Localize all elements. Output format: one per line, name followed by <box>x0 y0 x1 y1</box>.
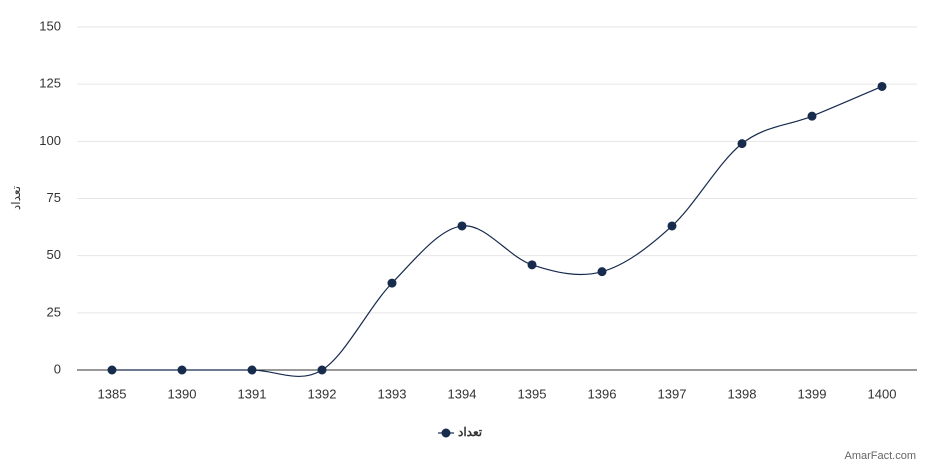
point <box>667 221 677 231</box>
legend-label: تعداد <box>458 425 483 439</box>
y-tick-label: 50 <box>47 247 61 262</box>
y-tick-label: 125 <box>39 76 61 91</box>
line <box>111 85 883 378</box>
y-axis-title: تعداد <box>9 186 23 210</box>
x-tick-label: 1398 <box>728 386 757 401</box>
point <box>737 139 747 149</box>
point <box>807 111 817 121</box>
point <box>107 365 117 375</box>
point <box>177 365 187 375</box>
point <box>317 365 327 375</box>
y-tick-label: 150 <box>39 18 61 33</box>
x-tick-label: 1385 <box>98 386 127 401</box>
y-tick-label: 75 <box>47 190 61 205</box>
legend-marker <box>441 428 451 438</box>
x-tick-label: 1397 <box>658 386 687 401</box>
y-tick-label: 25 <box>47 304 61 319</box>
x-tick-label: 1399 <box>798 386 827 401</box>
point <box>247 365 257 375</box>
credit[interactable]: AmarFact.com <box>844 450 916 462</box>
x-tick-label: 1396 <box>588 386 617 401</box>
point <box>457 221 467 231</box>
x-tick-label: 1390 <box>168 386 197 401</box>
point <box>877 81 887 91</box>
point <box>527 260 537 270</box>
y-tick-label: 100 <box>39 133 61 148</box>
y-tick-label: 0 <box>54 361 61 376</box>
x-tick-label: 1394 <box>448 386 477 401</box>
x-tick-label: 1395 <box>518 386 547 401</box>
x-tick-label: 1391 <box>238 386 267 401</box>
point <box>597 267 607 277</box>
x-tick-label: 1392 <box>308 386 337 401</box>
point <box>387 278 397 288</box>
x-tick-label: 1393 <box>378 386 407 401</box>
x-tick-label: 1400 <box>868 386 897 401</box>
